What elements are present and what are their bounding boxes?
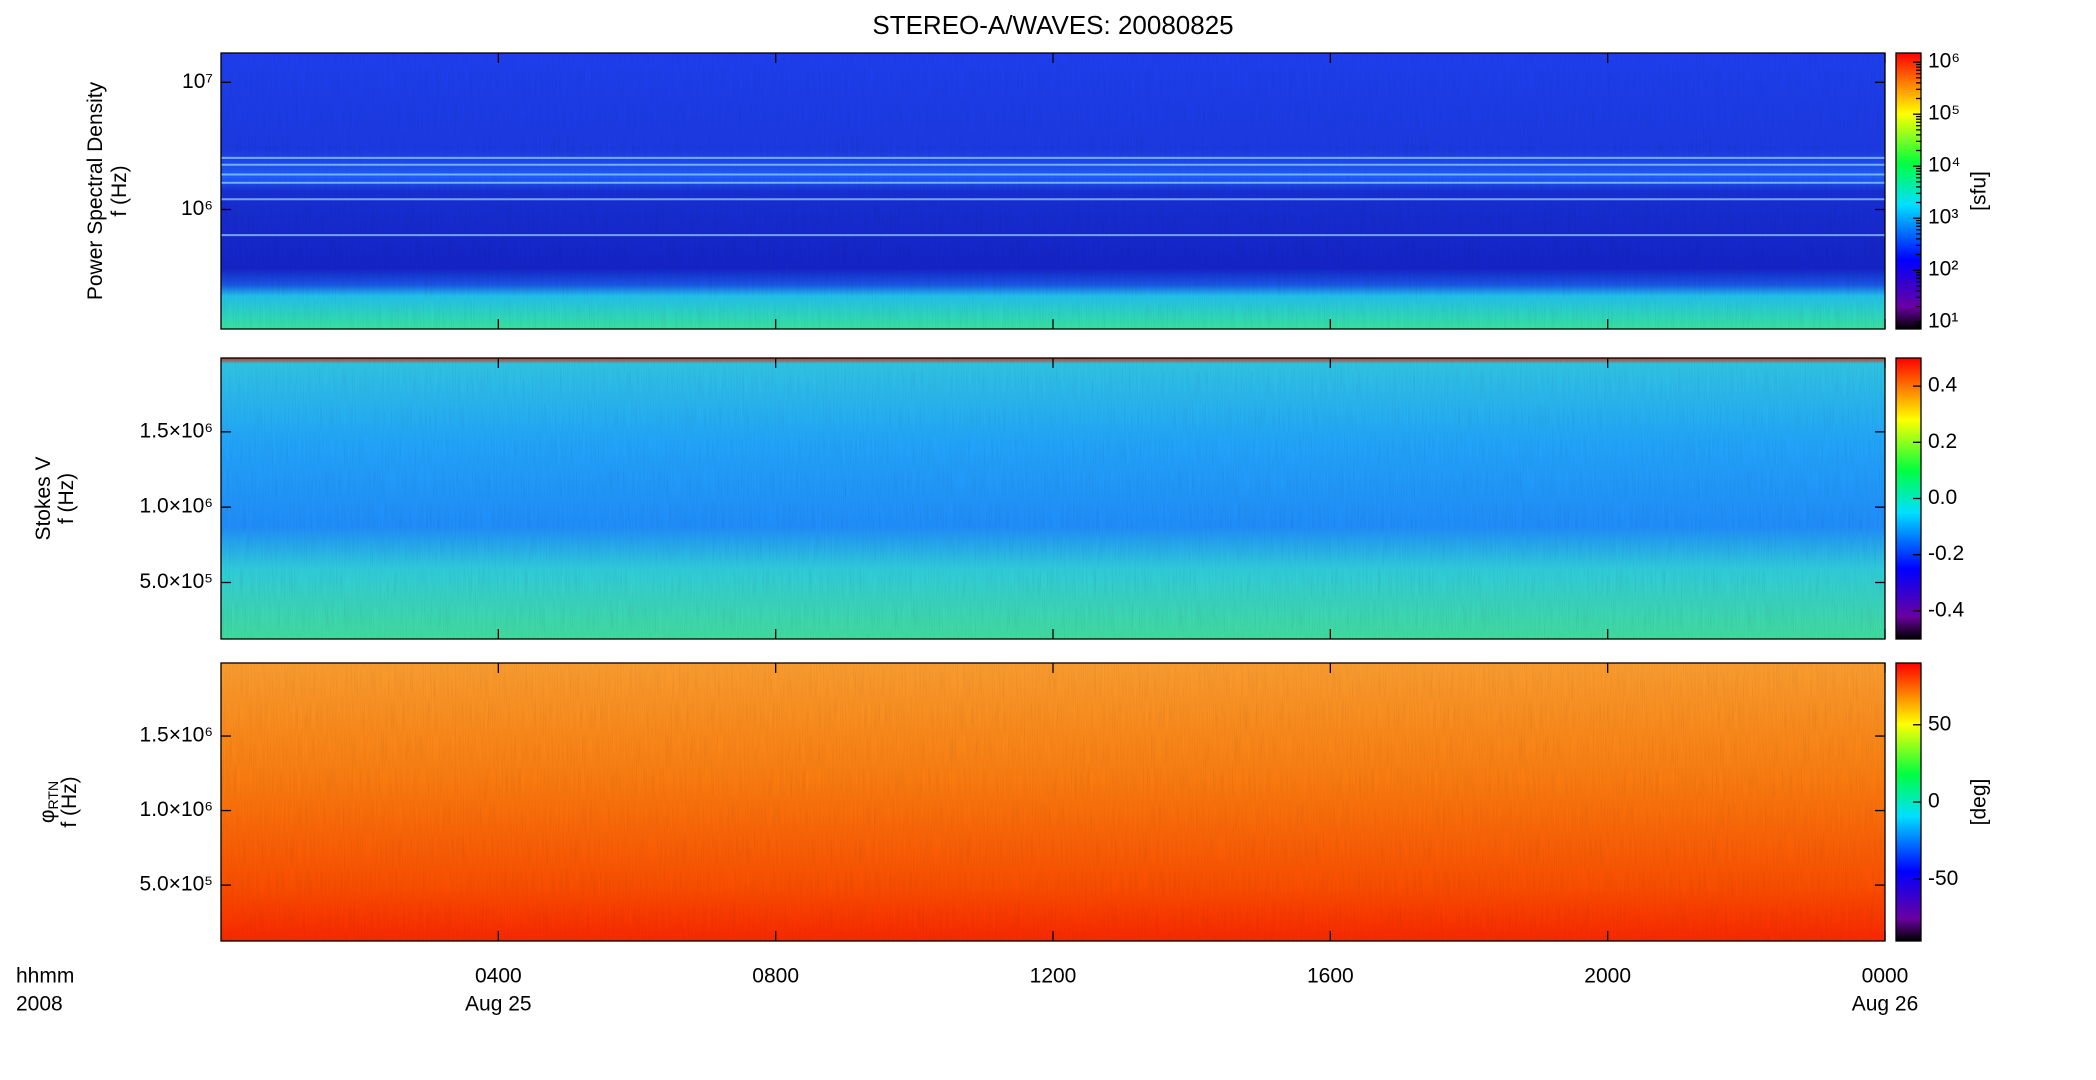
colorbar-tick-label: 10⁴ xyxy=(1928,154,1960,177)
y-tick-label: 1.5×10⁶ xyxy=(140,724,213,747)
date-label: Aug 25 xyxy=(465,993,532,1016)
x-tick-label: 0800 xyxy=(752,965,799,988)
colorbar-tick-label: 10³ xyxy=(1928,206,1958,229)
x-axis-label: hhmm xyxy=(16,965,74,988)
y-tick-label: 10⁷ xyxy=(182,70,213,93)
colorbar-tick-label: 50 xyxy=(1928,712,1951,735)
y-tick-label: 5.0×10⁵ xyxy=(139,873,213,896)
x-tick-label: 0000 xyxy=(1862,965,1909,988)
y-axis-label: φRTN xyxy=(36,781,61,823)
x-tick-label: 1600 xyxy=(1307,965,1354,988)
colorbar-label: [deg] xyxy=(1968,779,1991,826)
chart-title: STEREO-A/WAVES: 20080825 xyxy=(872,10,1233,40)
x-tick-label: 2000 xyxy=(1584,965,1631,988)
y-axis-label: Stokes V xyxy=(32,456,55,540)
y-axis-label: Power Spectral Density xyxy=(84,81,107,300)
spectrogram-texture xyxy=(221,663,1885,941)
y-tick-label: 1.0×10⁶ xyxy=(140,495,213,518)
colorbar-tick-label: 0.4 xyxy=(1928,374,1958,397)
y-axis-label: f (Hz) xyxy=(108,165,131,216)
y-axis-label-text: Power Spectral Density xyxy=(84,81,107,300)
y-axis-label: f (Hz) xyxy=(55,473,78,524)
date-label: Aug 26 xyxy=(1852,993,1919,1016)
colorbar xyxy=(1895,52,1922,330)
y-axis-label-text: f (Hz) xyxy=(55,473,78,524)
y-axis-label-subscript: RTN xyxy=(45,781,61,810)
colorbar-tick-label: 10⁵ xyxy=(1928,102,1960,125)
x-tick-label: 1200 xyxy=(1030,965,1077,988)
y-axis-label-text: f (Hz) xyxy=(108,165,131,216)
y-axis-label-text: Stokes V xyxy=(32,456,55,540)
spectrogram-texture xyxy=(221,358,1885,639)
y-tick-label: 5.0×10⁵ xyxy=(139,570,213,593)
colorbar-tick-label: -0.2 xyxy=(1928,542,1964,565)
colorbar-tick-label: 10⁶ xyxy=(1928,50,1960,73)
y-tick-label: 1.0×10⁶ xyxy=(140,798,213,821)
y-axis-label: f (Hz) xyxy=(58,776,81,827)
x-axis-label: 2008 xyxy=(16,993,63,1016)
colorbar-tick-label: 0 xyxy=(1928,790,1940,813)
colorbar-label: [sfu] xyxy=(1968,171,1991,211)
y-axis-label-text: f (Hz) xyxy=(58,776,81,827)
x-tick-label: 0400 xyxy=(475,965,522,988)
y-tick-label: 1.5×10⁶ xyxy=(140,419,213,442)
colorbar-tick-label: 10¹ xyxy=(1928,310,1958,333)
colorbar-tick-label: 0.2 xyxy=(1928,430,1957,453)
spectrogram-texture xyxy=(221,53,1885,329)
colorbar-tick-label: -0.4 xyxy=(1928,598,1965,621)
colorbar-tick-label: 0.0 xyxy=(1928,486,1957,509)
colorbar-tick-label: -50 xyxy=(1928,867,1958,890)
y-axis-label-text: φ xyxy=(36,809,59,823)
y-tick-label: 10⁶ xyxy=(181,197,213,220)
colorbar-tick-label: 10² xyxy=(1928,258,1958,281)
